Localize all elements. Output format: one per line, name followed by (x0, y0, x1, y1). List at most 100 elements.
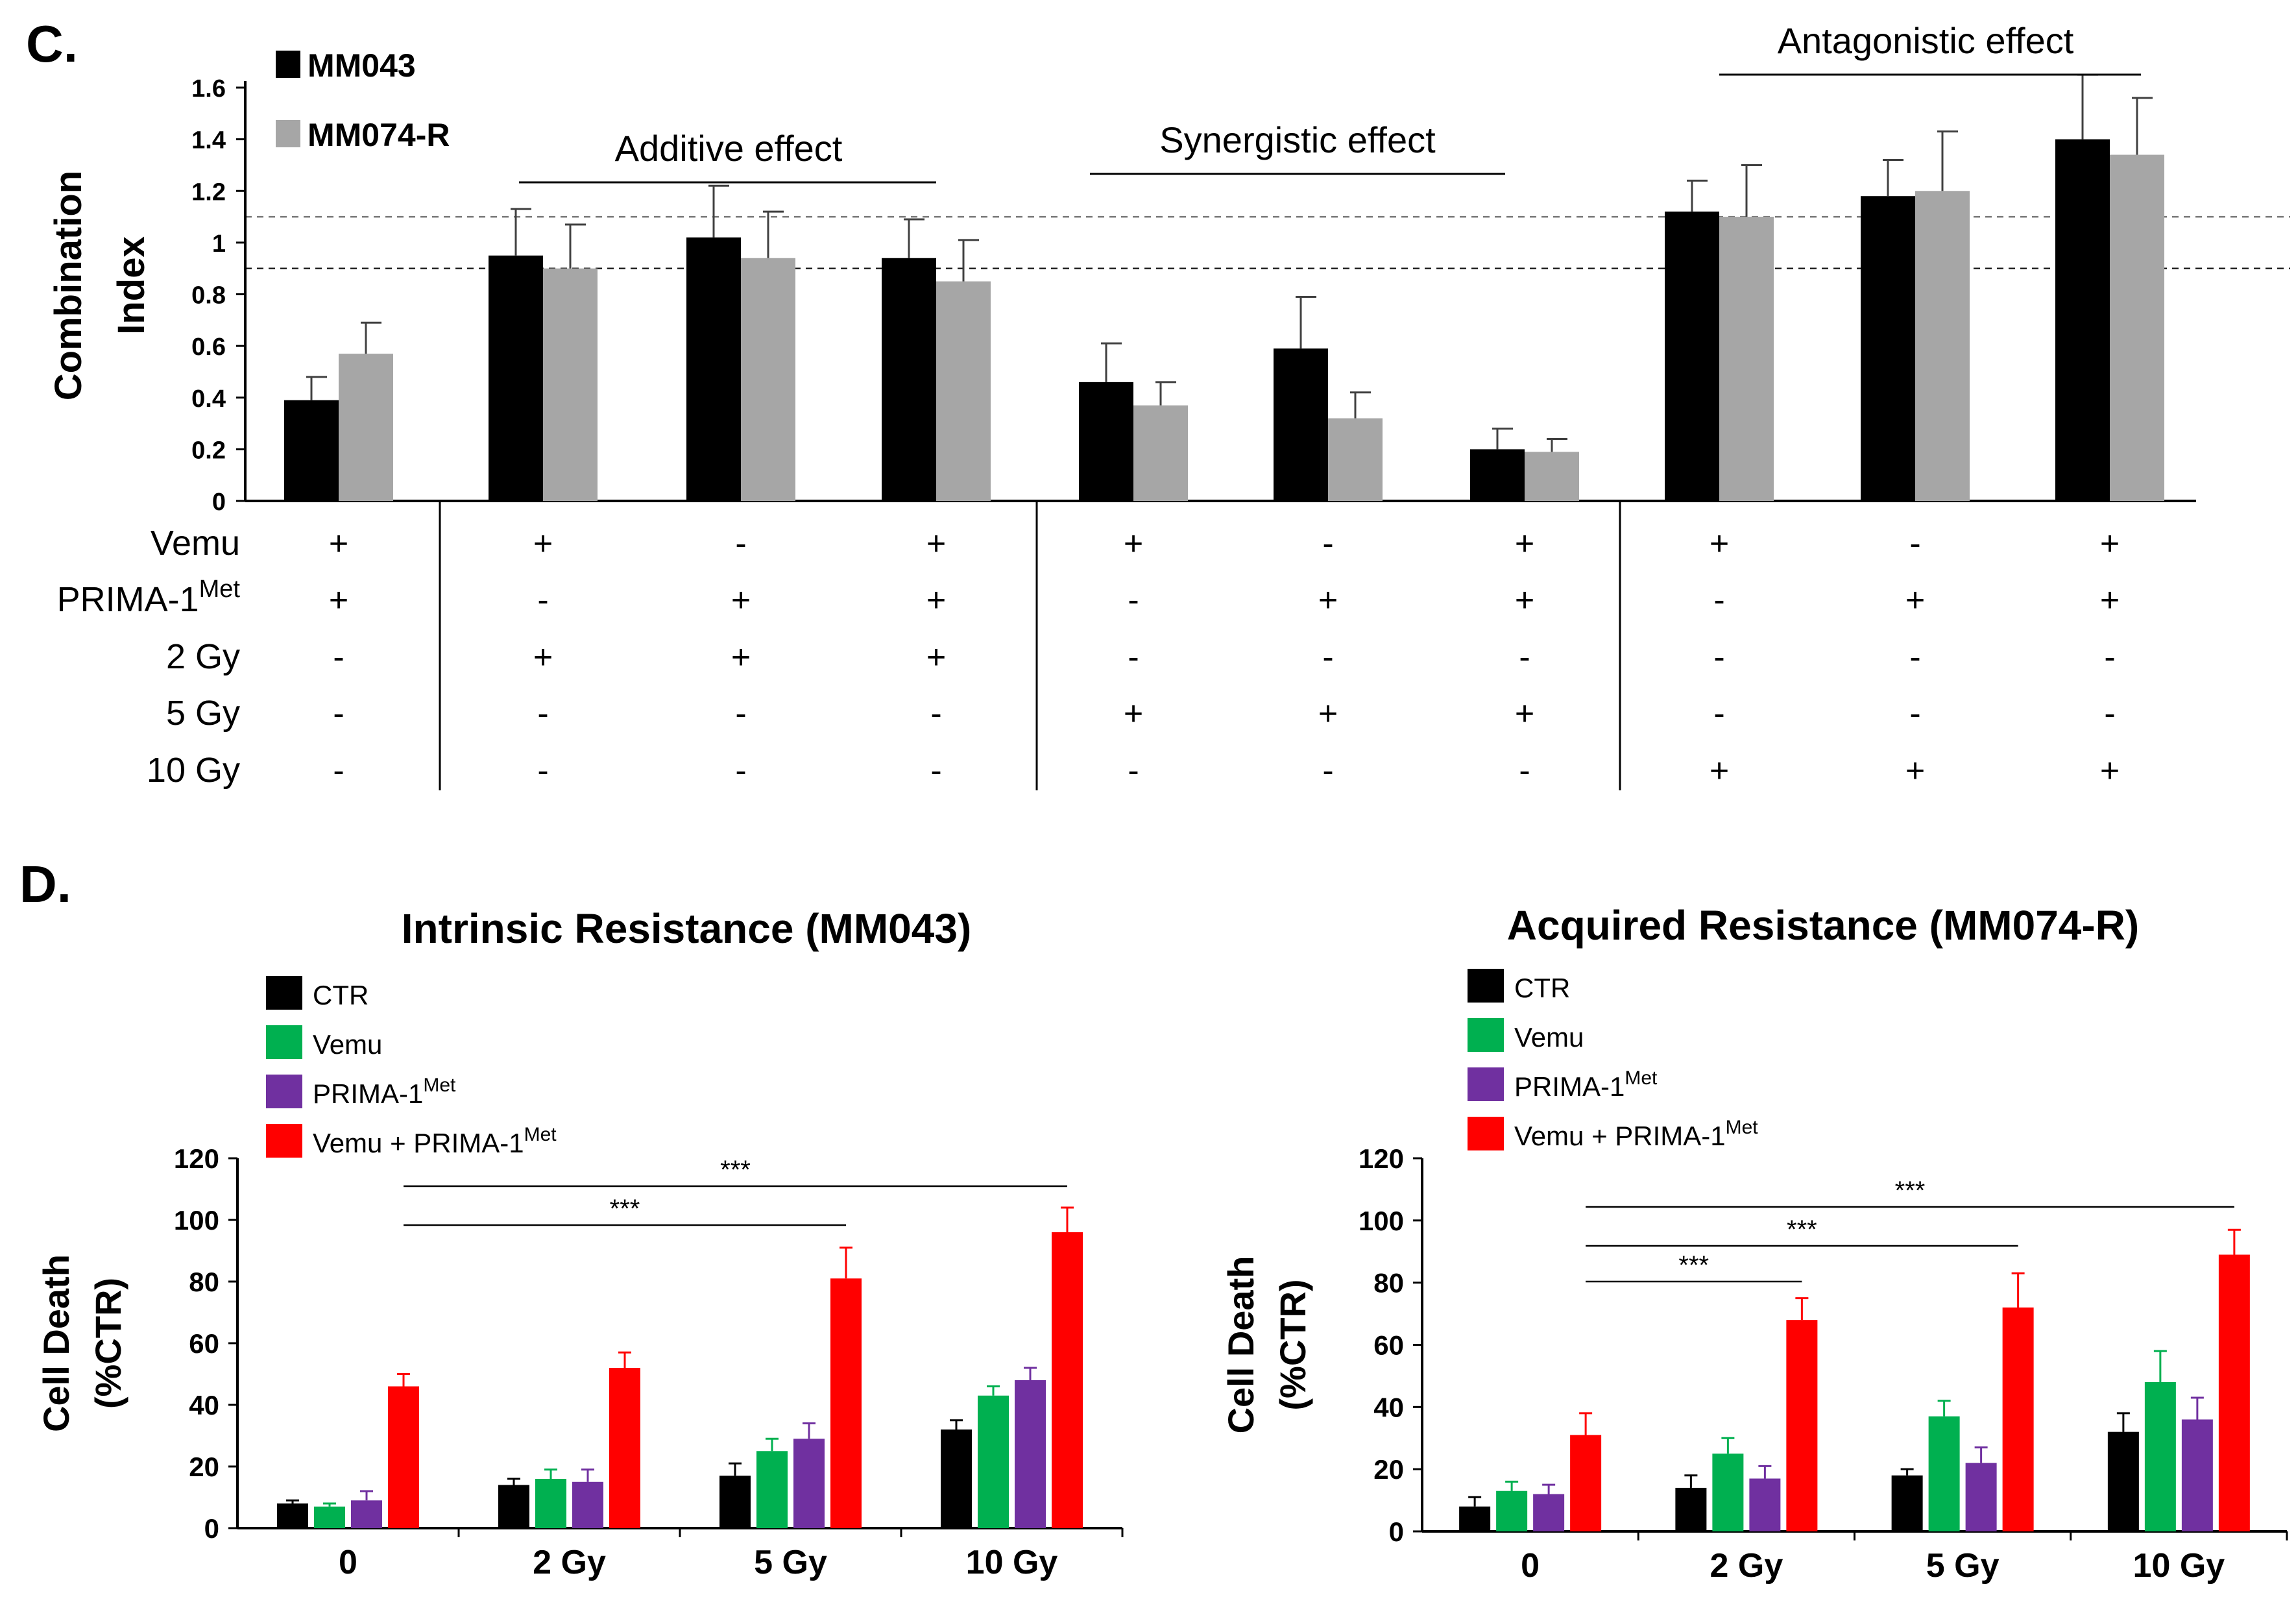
bar-prima-1 (2181, 1419, 2213, 1531)
plus-sign: + (329, 525, 348, 563)
bar-mm074-r (936, 281, 991, 501)
y-tick-label: 60 (189, 1328, 219, 1359)
plus-sign: + (1124, 525, 1143, 563)
effect-annotation: Synergistic effect (1159, 119, 1436, 160)
bar-mm043 (882, 258, 936, 501)
x-tick-label: 10 Gy (966, 1544, 1058, 1581)
minus-sign: - (1322, 752, 1333, 790)
plus-sign: + (1318, 695, 1338, 733)
bar-mm043 (1861, 196, 1915, 501)
legend-swatch-mm074-r (276, 120, 300, 147)
bar-ctr (719, 1476, 751, 1528)
bar-vemu (2144, 1382, 2176, 1531)
significance-label: *** (610, 1195, 640, 1223)
bar-ctr (1891, 1475, 1923, 1531)
bar-ctr (1675, 1487, 1707, 1531)
significance-label: *** (1678, 1251, 1709, 1280)
y-tick-label: 0 (212, 489, 226, 516)
y-tick-label: 0.8 (191, 282, 226, 310)
y-tick-label: 80 (1373, 1268, 1404, 1298)
intrinsic-resistance-chart: Intrinsic Resistance (MM043) Cell Death (%… (36, 905, 1124, 1581)
minus-sign: - (1713, 639, 1724, 676)
bar-mm074-r (2110, 154, 2164, 501)
bar-mm043 (489, 255, 543, 501)
legend-swatch-ctr (1468, 969, 1504, 1003)
x-tick-label: 2 Gy (1710, 1547, 1783, 1585)
minus-sign: - (1519, 752, 1530, 790)
legend-swatch-mm043 (276, 51, 300, 78)
bar-mm043 (1470, 449, 1525, 501)
y-tick-label: 20 (189, 1452, 219, 1482)
y-axis-label-line2: (%CTR) (88, 1278, 128, 1409)
effect-annotation: Additive effect (615, 128, 843, 169)
bar-mm043 (2055, 139, 2110, 501)
legend-label: MM074-R (308, 117, 450, 153)
minus-sign: - (333, 752, 344, 790)
y-tick-label: 100 (1359, 1206, 1404, 1236)
y-tick-label: 20 (1373, 1454, 1404, 1485)
y-tick-label: 60 (1373, 1330, 1404, 1361)
plus-sign: + (1905, 581, 1925, 619)
minus-sign: - (735, 695, 746, 733)
treatment-row-label: 10 Gy (147, 751, 240, 790)
bar-vemu-prima-1 (2218, 1254, 2250, 1531)
legend-swatch-prima-1 (1468, 1067, 1504, 1101)
bar-mm074-r (1525, 452, 1579, 501)
y-tick-label: 0.6 (191, 334, 226, 361)
legend-label: Vemu (313, 1029, 382, 1060)
plus-sign: + (2100, 752, 2120, 790)
plus-sign: + (533, 639, 553, 676)
legend-label: CTR (1514, 973, 1570, 1003)
bar-mm074-r (1719, 217, 1774, 501)
plus-sign: + (2100, 581, 2120, 619)
bar-mm043 (284, 400, 339, 501)
treatment-row-label: Vemu (151, 524, 240, 563)
bar-ctr (1459, 1506, 1491, 1531)
x-tick-label: 5 Gy (754, 1544, 827, 1581)
y-tick-label: 40 (1373, 1392, 1404, 1422)
plus-sign: + (2100, 525, 2120, 563)
bar-vemu (1712, 1454, 1744, 1531)
minus-sign: - (537, 695, 548, 733)
bar-mm043 (686, 237, 741, 501)
minus-sign: - (1519, 639, 1530, 676)
legend-label: CTR (313, 980, 369, 1010)
treatment-row-label: 2 Gy (166, 637, 240, 676)
combination-index-chart: Combination Index 0 0.2 0.4 0.6 0.8 1 1.2 1.4 1.6 M… (47, 20, 2290, 790)
bar-mm074-r (543, 268, 598, 501)
bar-vemu-prima-1 (830, 1278, 862, 1528)
bar-vemu-prima-1 (388, 1386, 419, 1528)
minus-sign: - (1713, 695, 1724, 733)
minus-sign: - (735, 752, 746, 790)
y-tick-label: 1.2 (191, 178, 226, 206)
bar-mm074-r (741, 258, 795, 501)
legend-label: Vemu + PRIMA-1Met (1514, 1117, 1758, 1151)
y-tick-label: 1.4 (191, 127, 226, 154)
y-tick-label: 40 (189, 1390, 219, 1420)
bar-mm043 (1274, 348, 1328, 501)
panel-d-letter: D. (19, 855, 71, 913)
plus-sign: + (1710, 525, 1729, 563)
plus-sign: + (926, 581, 946, 619)
minus-sign: - (1322, 639, 1333, 676)
minus-sign: - (1713, 581, 1724, 619)
bar-prima-1 (793, 1439, 825, 1528)
y-tick-label: 0.2 (191, 437, 226, 464)
chart-title: Intrinsic Resistance (MM043) (402, 905, 972, 952)
significance-label: *** (720, 1156, 751, 1184)
significance-label: *** (1787, 1215, 1817, 1244)
bar-ctr (277, 1503, 308, 1528)
bar-ctr (2107, 1431, 2139, 1531)
plus-sign: + (1710, 752, 1729, 790)
plus-sign: + (926, 639, 946, 676)
bar-vemu (535, 1479, 566, 1528)
y-axis-label-line2: (%CTR) (1272, 1279, 1313, 1410)
minus-sign: - (333, 639, 344, 676)
plus-sign: + (731, 581, 751, 619)
bar-vemu (756, 1451, 788, 1528)
bar-vemu (1928, 1416, 1960, 1531)
y-tick-label: 1.6 (191, 75, 226, 103)
y-tick-label: 0 (1389, 1516, 1404, 1547)
plus-sign: + (1515, 525, 1534, 563)
